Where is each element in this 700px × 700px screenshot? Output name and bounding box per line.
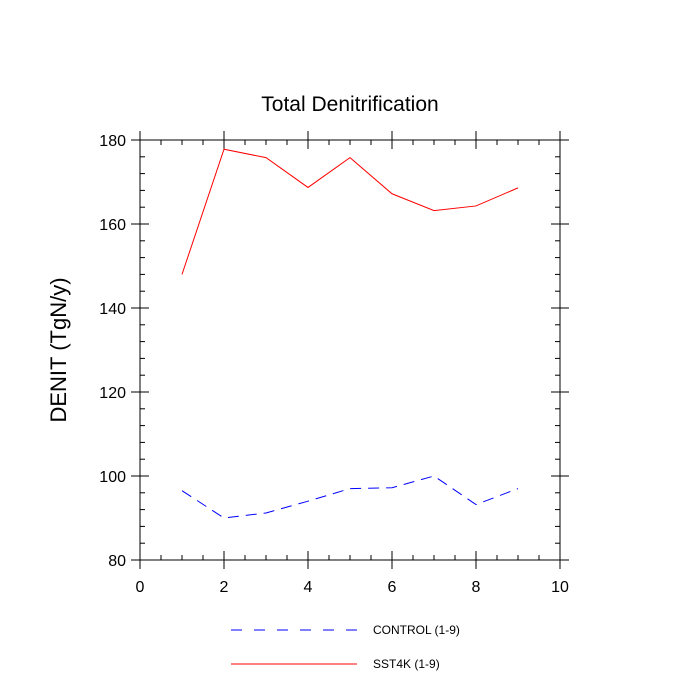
y-tick-label: 120 [99,385,126,402]
y-tick-label: 160 [99,217,126,234]
x-tick-label: 6 [388,579,397,596]
y-tick-label: 140 [99,301,126,318]
series-line-1 [181,475,519,519]
legend: CONTROL (1-9) SST4K (1-9) [231,623,460,671]
series-lines [181,148,519,519]
y-tick-label: 80 [108,553,126,570]
plot-frame [139,139,561,561]
series-line-2 [181,148,519,275]
chart-title: Total Denitrification [261,93,438,116]
tick-labels: 0 2 4 6 8 10 80 100 120 140 160 180 [99,133,569,596]
y-axis-label: DENIT (TgN/y) [46,277,71,422]
axis-ticks [131,131,569,569]
x-tick-label: 2 [220,579,229,596]
y-tick-label: 180 [99,133,126,150]
legend-label-1: CONTROL (1-9) [373,623,460,637]
x-tick-label: 0 [136,579,145,596]
y-tick-label: 100 [99,469,126,486]
legend-label-2: SST4K (1-9) [373,657,440,671]
x-tick-label: 8 [472,579,481,596]
x-tick-label: 10 [551,579,569,596]
x-tick-label: 4 [304,579,313,596]
